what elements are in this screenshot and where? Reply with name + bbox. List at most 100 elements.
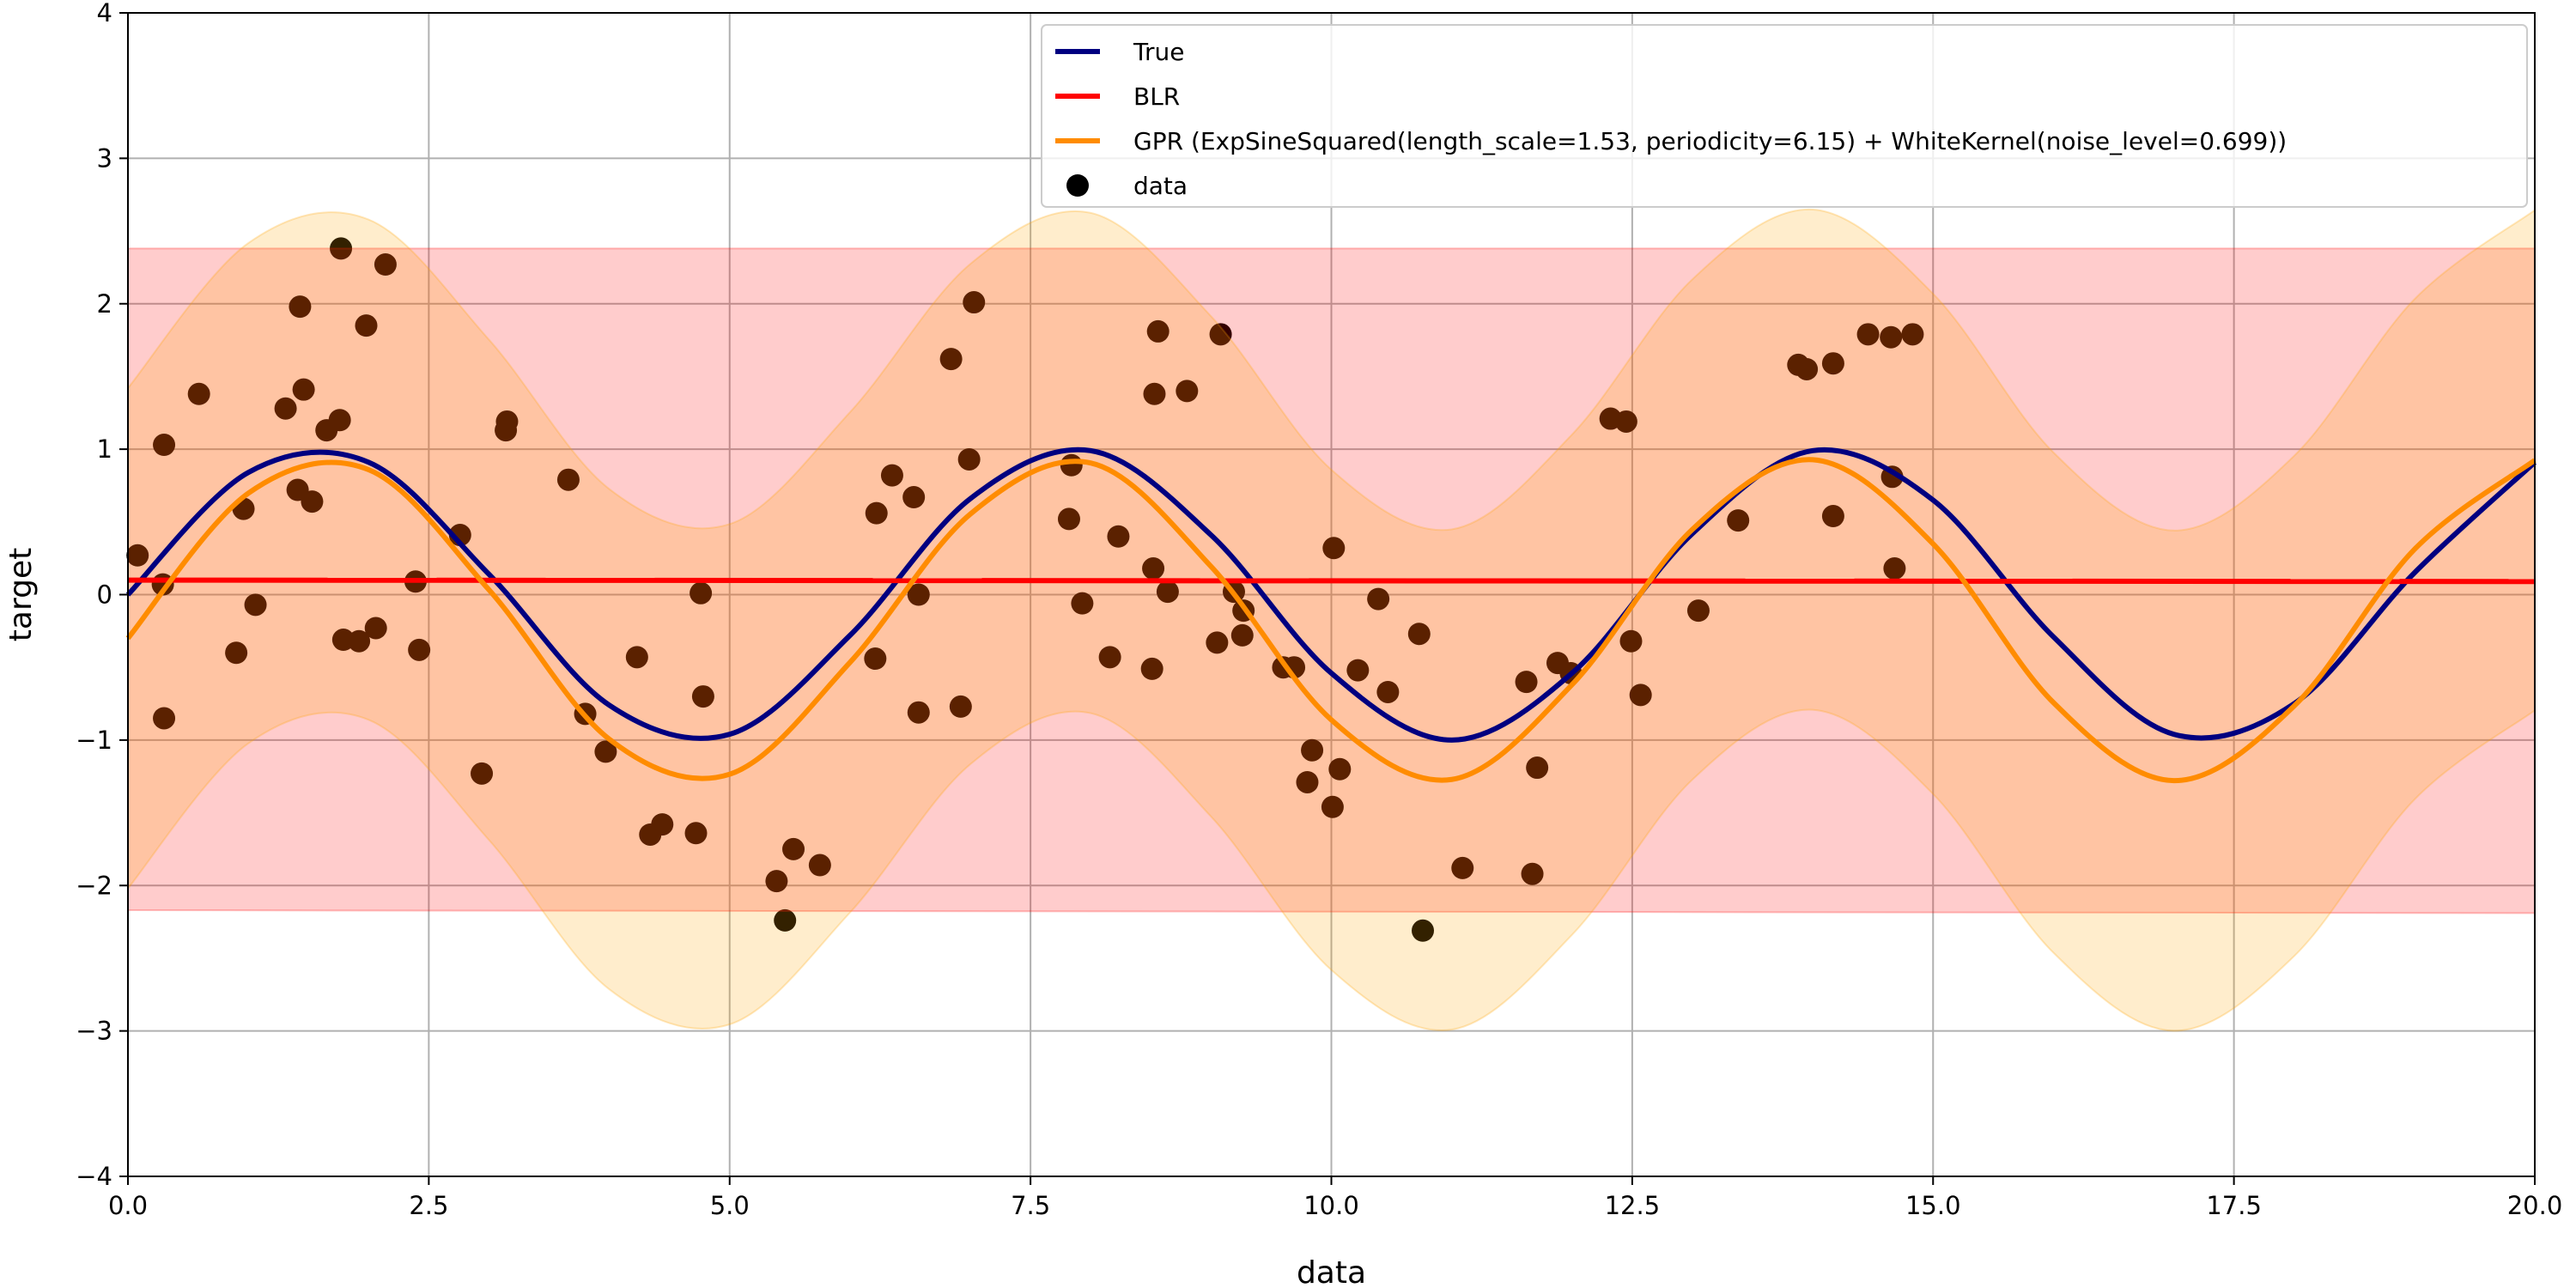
data-point: [1206, 631, 1229, 654]
data-point: [1140, 657, 1163, 680]
x-tick-label: 15.0: [1905, 1191, 1961, 1220]
data-point: [651, 813, 674, 836]
data-point: [408, 638, 431, 661]
data-point: [1880, 325, 1903, 349]
y-tick-label: 4: [97, 0, 112, 27]
data-point: [1321, 795, 1344, 818]
data-point: [1322, 537, 1346, 560]
data-point: [1526, 756, 1549, 780]
data-point: [1629, 683, 1652, 707]
x-tick-label: 17.5: [2206, 1191, 2262, 1220]
data-point: [1367, 587, 1390, 611]
legend-box: [1041, 24, 2528, 208]
legend-label: True: [1133, 38, 1184, 66]
data-point: [625, 646, 648, 669]
data-point: [957, 447, 981, 471]
legend-label: data: [1133, 172, 1188, 200]
data-point: [907, 701, 930, 724]
data-point: [556, 468, 580, 491]
true-line: [125, 447, 2537, 743]
data-point: [1515, 671, 1538, 694]
data-point: [684, 822, 708, 845]
x-tick-label: 10.0: [1303, 1191, 1359, 1220]
data-point: [1146, 319, 1170, 343]
series-lines: [125, 447, 2537, 784]
data-point: [244, 593, 267, 617]
data-point: [225, 641, 248, 665]
data-point: [292, 378, 315, 401]
data-point: [949, 695, 972, 718]
data-point: [364, 617, 387, 640]
data-point: [1143, 382, 1166, 405]
data-point: [330, 237, 353, 260]
data-point: [328, 409, 351, 432]
x-tick-label: 0.0: [108, 1191, 148, 1220]
data-point: [939, 348, 963, 371]
legend-label: GPR (ExpSineSquared(length_scale=1.53, p…: [1133, 127, 2287, 155]
data-point: [963, 291, 986, 314]
data-point: [1328, 757, 1352, 781]
x-tick-label: 5.0: [710, 1191, 750, 1220]
data-point: [471, 762, 494, 785]
y-tick-label: 3: [97, 143, 112, 173]
legend-label: BLR: [1133, 82, 1180, 111]
data-point: [1156, 580, 1179, 604]
data-point: [1301, 738, 1324, 762]
data-point: [782, 837, 805, 860]
data-point: [355, 314, 378, 337]
confidence-bands: [127, 208, 2536, 1032]
gpr-line: [125, 457, 2537, 784]
data-point: [1821, 505, 1844, 528]
data-point: [289, 295, 312, 319]
y-tick-label: 1: [97, 434, 112, 464]
data-point: [1821, 352, 1844, 375]
data-point: [1098, 646, 1121, 669]
y-tick-label: 2: [97, 289, 112, 319]
data-point: [187, 382, 210, 405]
data-point: [1296, 770, 1319, 793]
data-point: [153, 434, 176, 457]
data-point: [126, 544, 149, 567]
data-point: [1686, 599, 1710, 623]
data-point: [1619, 629, 1643, 653]
data-point: [594, 740, 617, 763]
y-tick-label: −2: [76, 871, 112, 900]
x-tick-label: 2.5: [409, 1191, 448, 1220]
x-tick-label: 7.5: [1011, 1191, 1050, 1220]
axis-ticks: 0.0 2.5 5.0 7.5 10.0 12.5 15.0 17.5 20.0 −4 −3 −2 −1…: [76, 0, 2562, 1220]
data-point: [1727, 509, 1750, 532]
x-tick-label: 12.5: [1605, 1191, 1661, 1220]
data-point: [374, 253, 397, 276]
y-tick-label: −1: [76, 726, 112, 755]
data-point: [1883, 557, 1906, 580]
data-point: [1209, 323, 1232, 346]
data-point: [1142, 557, 1165, 580]
legend: True BLR GPR (ExpSineSquared(length_scale=…: [1041, 24, 2528, 208]
data-point: [880, 464, 903, 487]
data-point: [902, 486, 926, 509]
data-point: [907, 583, 930, 606]
x-axis-label: data: [1297, 1255, 1366, 1288]
data-point: [1346, 659, 1370, 682]
data-point: [1230, 623, 1254, 647]
data-point: [1057, 507, 1080, 531]
data-point: [774, 908, 797, 932]
data-point: [1856, 323, 1880, 346]
data-point: [153, 707, 176, 730]
data-point: [691, 685, 714, 708]
data-point: [1451, 856, 1474, 879]
legend-swatch-data: [1066, 174, 1089, 197]
data-point: [690, 581, 713, 605]
data-point: [1412, 919, 1435, 942]
data-point: [765, 870, 788, 893]
data-point: [808, 854, 831, 877]
data-point: [274, 397, 297, 420]
data-point: [864, 647, 887, 671]
data-point: [1376, 680, 1400, 703]
data-point: [1407, 623, 1431, 646]
data-point: [1521, 862, 1544, 885]
x-tick-label: 20.0: [2507, 1191, 2563, 1220]
data-point: [1107, 525, 1130, 548]
blr-line: [127, 577, 2536, 585]
